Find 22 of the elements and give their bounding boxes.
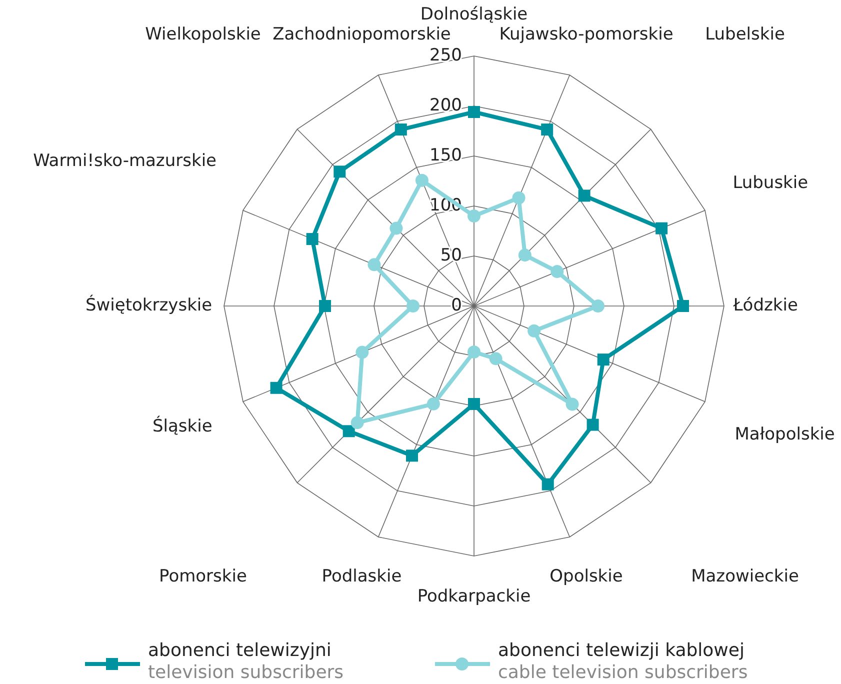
legend-label: abonenci telewizji kablowej cable television subscribers [498, 640, 748, 683]
y-tick-label: 150 [430, 146, 462, 166]
spoke-label: Warmi!sko-mazurskie [33, 150, 217, 172]
spoke-label: Wielkopolskie [145, 24, 261, 45]
y-tick-label: 250 [430, 46, 462, 66]
spoke-label: Świętokrzyskie [85, 294, 212, 316]
y-tick-label: 0 [451, 296, 462, 316]
spoke-label: Podlaskie [322, 566, 402, 587]
spoke-label: Zachodniopomorskie [272, 24, 451, 45]
spoke-label: Mazowieckie [691, 566, 799, 587]
spoke-label: Łódzkie [732, 296, 798, 316]
spoke-label: Opolskie [550, 566, 623, 587]
spoke-label: Śląskie [152, 415, 212, 436]
spoke-label: Kujawsko-pomorskie [499, 24, 674, 45]
spoke-label: Podkarpackie [417, 586, 531, 607]
legend-label: abonenci telewizyjni television subscribers [148, 640, 344, 683]
spoke-label: Dolnośląskie [420, 4, 528, 25]
y-tick-label: 200 [430, 96, 462, 116]
spoke-label: Lubuskie [732, 172, 808, 193]
spoke-label: Lubelskie [705, 24, 785, 45]
spoke-label: Pomorskie [159, 566, 247, 587]
spoke-label: Małopolskie [734, 424, 835, 444]
